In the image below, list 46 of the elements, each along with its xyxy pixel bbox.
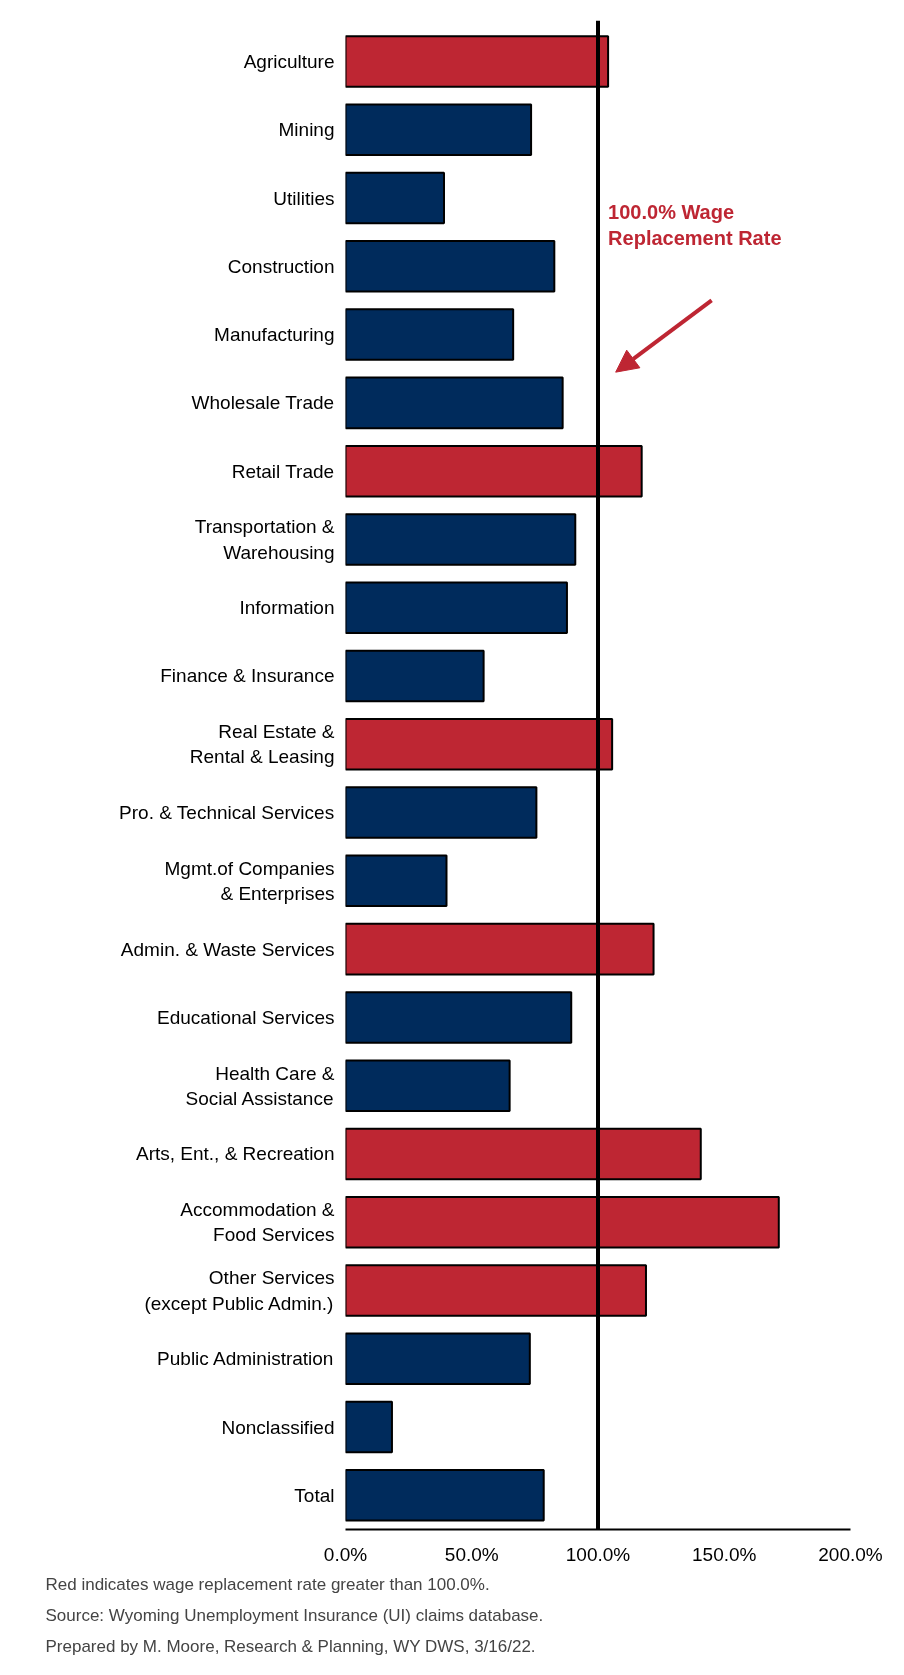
y-tick-label: Admin. & Waste Services — [120, 938, 335, 960]
bar — [345, 103, 533, 157]
x-tick-label: 200.0% — [818, 1543, 883, 1565]
bar — [345, 1332, 531, 1386]
bar — [345, 513, 577, 566]
y-tick-label: Mgmt.of Companies & Enterprises — [164, 857, 335, 904]
bar — [345, 240, 556, 293]
y-tick-label: Nonclassified — [221, 1416, 335, 1438]
bar — [345, 308, 515, 361]
text: Prepared by M. Moore, Research & Planning, WY DWS, 3/16/22. — [45, 1636, 536, 1656]
bar — [345, 786, 538, 839]
bar — [345, 581, 568, 634]
y-tick-label: Total — [294, 1484, 335, 1506]
y-tick-label: Finance & Insurance — [160, 665, 335, 687]
y-tick-label: Information — [239, 597, 335, 619]
y-tick-label: Transportation & Warehousing — [194, 516, 335, 563]
y-tick-label: Manufacturing — [214, 324, 335, 346]
y-tick-label: Construction — [227, 255, 335, 277]
bar — [345, 1059, 511, 1112]
bar — [345, 991, 573, 1044]
bar — [345, 649, 485, 703]
text: Red indicates wage replacement rate greater than 100.0%. — [45, 1574, 490, 1594]
ref-line-label: 100.0% Wage Replacement Rate — [608, 200, 782, 250]
y-tick-label: Other Services (except Public Admin.) — [144, 1267, 335, 1314]
x-tick-label: 100.0% — [565, 1543, 631, 1565]
y-tick-label: Health Care & Social Assistance — [185, 1062, 335, 1109]
x-tick-label: 150.0% — [692, 1543, 757, 1565]
x-tick-label: 0.0% — [323, 1543, 368, 1565]
y-tick-label: Agriculture — [243, 50, 335, 72]
y-tick-label: Mining — [278, 119, 335, 141]
bar — [345, 171, 445, 225]
y-tick-label: Accommodation & Food Services — [180, 1199, 335, 1246]
y-tick-label: Educational Services — [157, 1006, 335, 1028]
y-tick-label: Arts, Ent., & Recreation — [135, 1143, 335, 1165]
y-tick-label: Public Administration — [157, 1348, 334, 1370]
bar — [345, 376, 564, 430]
bar — [345, 1469, 545, 1522]
bar — [345, 1400, 393, 1454]
y-tick-label: Real Estate & Rental & Leasing — [189, 721, 335, 768]
y-tick-label: Pro. & Technical Services — [119, 802, 335, 824]
source-note: Source: Wyoming Unemployment Insurance (UI) claims database. — [45, 1605, 544, 1625]
x-tick-label: 50.0% — [444, 1543, 499, 1565]
bar — [345, 854, 448, 908]
y-tick-label: Utilities — [273, 187, 335, 209]
y-tick-label: Wholesale Trade — [191, 392, 335, 414]
y-tick-label: Retail Trade — [231, 460, 335, 482]
